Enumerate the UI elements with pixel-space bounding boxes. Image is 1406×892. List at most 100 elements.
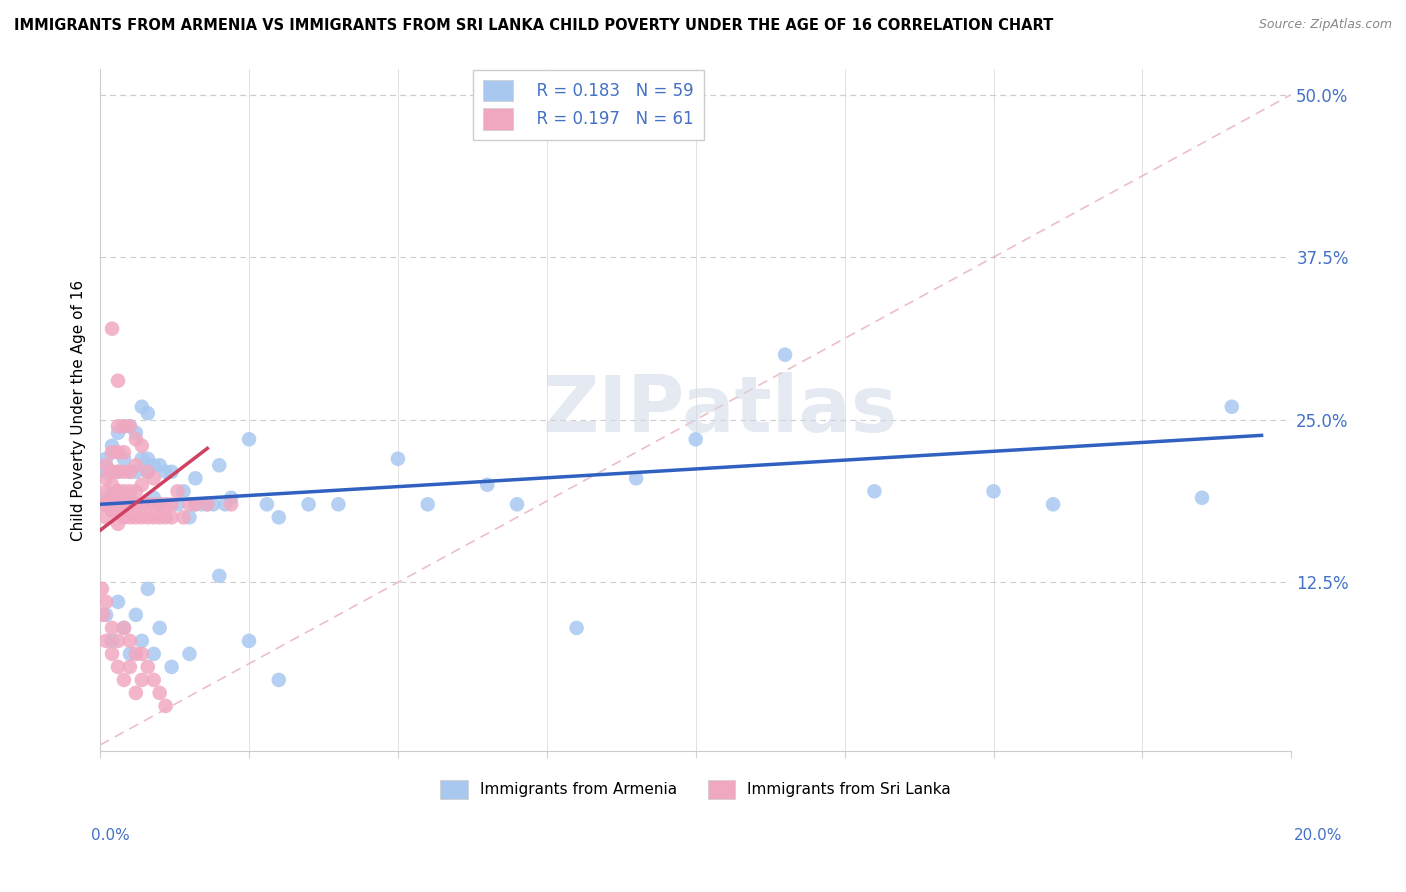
Point [173, 484, 195, 499]
Point [107, 374, 129, 388]
Point [297, 497, 319, 511]
Point [1191, 491, 1213, 505]
Point [118, 465, 141, 479]
Point [142, 510, 165, 524]
Point [131, 451, 153, 466]
Point [477, 477, 499, 491]
Point [101, 621, 124, 635]
Point [91, 497, 114, 511]
Point [155, 510, 177, 524]
Point [107, 419, 129, 434]
Point [624, 471, 647, 485]
Point [149, 686, 172, 700]
Point [208, 458, 231, 473]
Point [125, 465, 148, 479]
Y-axis label: Child Poverty Under the Age of 16: Child Poverty Under the Age of 16 [72, 279, 86, 541]
Point [94, 471, 117, 485]
Point [136, 497, 159, 511]
Point [387, 451, 409, 466]
Point [101, 647, 124, 661]
Point [238, 633, 260, 648]
Point [166, 497, 188, 511]
Point [107, 497, 129, 511]
Point [107, 516, 129, 531]
Point [112, 451, 135, 466]
Point [160, 465, 183, 479]
Point [101, 491, 124, 505]
Point [118, 497, 141, 511]
Point [155, 497, 177, 511]
Point [101, 477, 124, 491]
Point [94, 607, 117, 622]
Point [416, 497, 439, 511]
Point [142, 673, 165, 687]
Point [125, 686, 148, 700]
Point [565, 621, 588, 635]
Point [160, 660, 183, 674]
Point [101, 321, 124, 335]
Point [238, 432, 260, 446]
Point [94, 491, 117, 505]
Point [142, 497, 165, 511]
Point [125, 425, 148, 440]
Point [118, 465, 141, 479]
Point [101, 504, 124, 518]
Point [131, 647, 153, 661]
Point [118, 491, 141, 505]
Point [219, 497, 242, 511]
Point [94, 633, 117, 648]
Text: 0.0%: 0.0% [91, 828, 131, 843]
Point [184, 497, 207, 511]
Point [983, 484, 1005, 499]
Point [112, 510, 135, 524]
Point [90, 582, 112, 596]
Point [136, 582, 159, 596]
Point [136, 451, 159, 466]
Text: ZIPatlas: ZIPatlas [543, 372, 897, 448]
Point [107, 425, 129, 440]
Point [94, 510, 117, 524]
Point [112, 497, 135, 511]
Point [1042, 497, 1064, 511]
Point [101, 445, 124, 459]
Point [112, 621, 135, 635]
Point [125, 484, 148, 499]
Point [107, 633, 129, 648]
Point [125, 647, 148, 661]
Point [179, 510, 201, 524]
Point [90, 497, 112, 511]
Legend: Immigrants from Armenia, Immigrants from Sri Lanka: Immigrants from Armenia, Immigrants from… [434, 773, 957, 805]
Point [131, 497, 153, 511]
Point [142, 458, 165, 473]
Point [149, 458, 172, 473]
Point [136, 660, 159, 674]
Point [131, 673, 153, 687]
Point [179, 647, 201, 661]
Point [118, 419, 141, 434]
Point [131, 400, 153, 414]
Point [160, 497, 183, 511]
Point [863, 484, 886, 499]
Point [112, 621, 135, 635]
Point [155, 698, 177, 713]
Point [107, 504, 129, 518]
Point [125, 510, 148, 524]
Point [101, 465, 124, 479]
Point [101, 633, 124, 648]
Point [136, 406, 159, 420]
Text: Source: ZipAtlas.com: Source: ZipAtlas.com [1258, 18, 1392, 31]
Point [142, 491, 165, 505]
Point [107, 465, 129, 479]
Point [214, 497, 236, 511]
Point [179, 497, 201, 511]
Point [184, 471, 207, 485]
Point [219, 491, 242, 505]
Point [107, 484, 129, 499]
Point [112, 465, 135, 479]
Point [101, 497, 124, 511]
Point [107, 660, 129, 674]
Point [101, 439, 124, 453]
Point [112, 484, 135, 499]
Point [118, 419, 141, 434]
Point [118, 633, 141, 648]
